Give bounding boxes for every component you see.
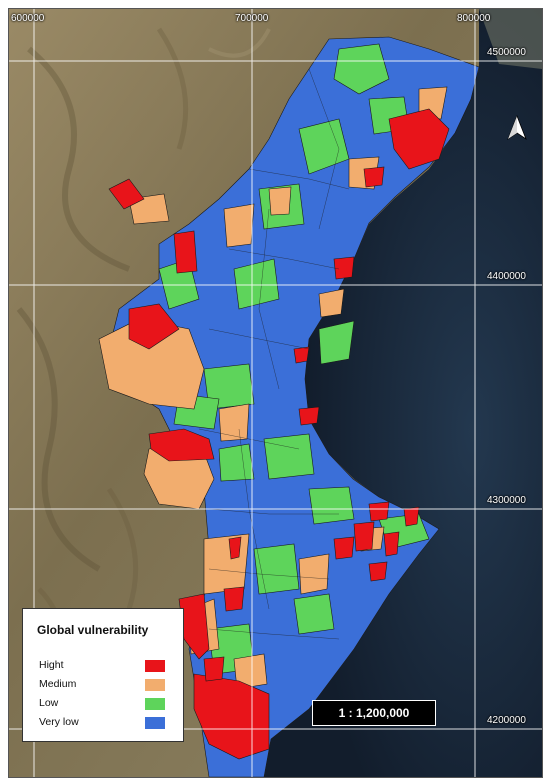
legend-label: Low <box>39 697 59 709</box>
boundary-lines <box>198 68 350 640</box>
legend-label: Very low <box>39 716 79 728</box>
legend-item-high: Hight <box>33 659 173 675</box>
legend-swatch-low <box>145 698 165 710</box>
legend-item-medium: Medium <box>33 678 173 694</box>
coord-label-y: 4200000 <box>487 715 526 726</box>
coord-label-y: 4500000 <box>487 47 526 58</box>
legend-swatch-medium <box>145 679 165 691</box>
coast-land-top <box>479 9 542 69</box>
north-arrow-icon <box>507 115 527 141</box>
legend-item-low: Low <box>33 697 173 713</box>
coord-label-x: 700000 <box>235 13 269 24</box>
sea-area <box>264 9 542 777</box>
legend-swatch-very-low <box>145 717 165 729</box>
coord-label-x: 600000 <box>11 13 45 24</box>
coord-label-y: 4400000 <box>487 271 526 282</box>
scale-label: 1 : 1,200,000 <box>312 700 436 726</box>
legend-item-very-low: Very low <box>33 716 173 732</box>
vulnerability-regions <box>98 36 480 777</box>
legend-label: Medium <box>39 678 77 690</box>
legend-title: Global vulnerability <box>37 623 149 637</box>
coord-label-y: 4300000 <box>487 495 526 506</box>
coord-label-x: 800000 <box>457 13 491 24</box>
legend-swatch-high <box>145 660 165 672</box>
legend-label: Hight <box>39 659 64 671</box>
map-legend: Global vulnerability Hight Medium Low Ve… <box>22 608 184 742</box>
